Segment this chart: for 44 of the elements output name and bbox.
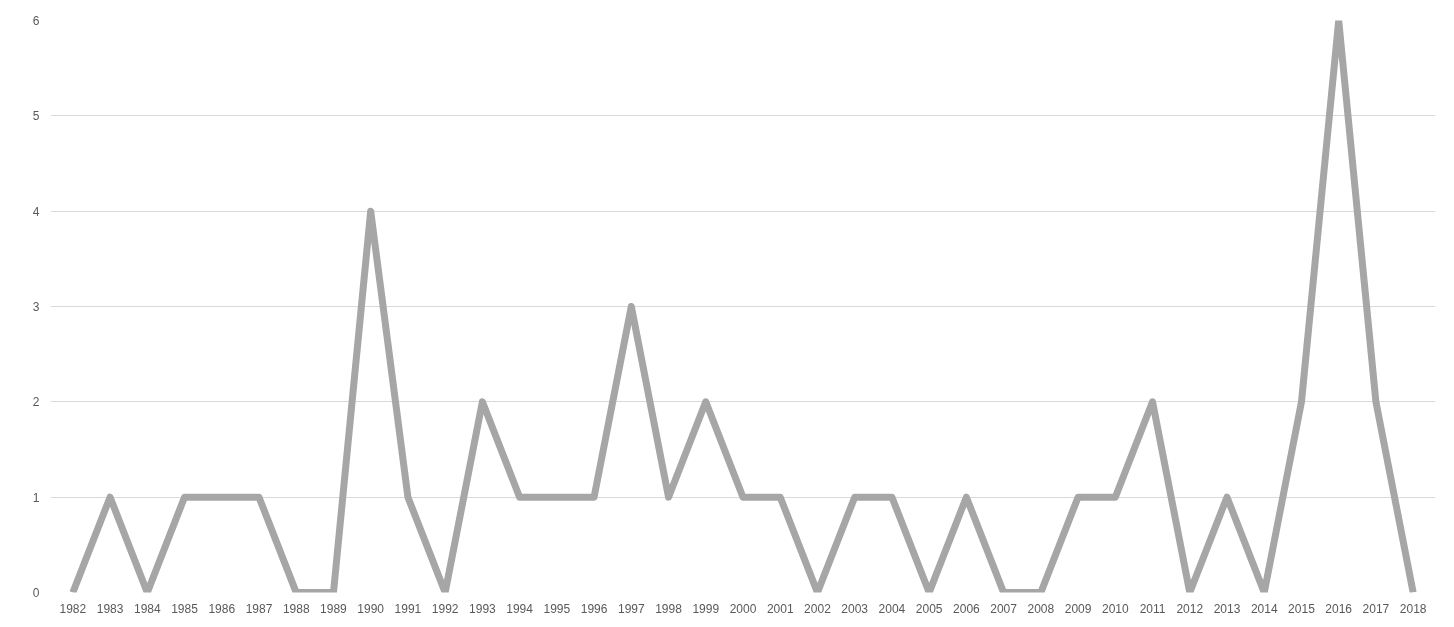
x-tick-label: 1999 [692,601,720,616]
x-tick-label: 1989 [320,601,348,616]
x-tick-label: 2016 [1325,601,1353,616]
y-tick-label: 6 [32,14,40,28]
x-tick-label: 1996 [580,601,608,616]
x-tick-label: 1991 [394,601,422,616]
x-tick-label: 2000 [729,601,757,616]
x-tick-label: 1987 [245,601,273,616]
x-tick-label: 2006 [953,601,981,616]
x-tick-label: 1995 [543,601,571,616]
x-tick-label: 2018 [1399,601,1427,616]
x-tick-label: 2009 [1064,601,1092,616]
x-tick-label: 1983 [96,601,124,616]
x-tick-label: 2017 [1362,601,1390,616]
x-tick-label: 2004 [878,601,906,616]
x-tick-label: 1997 [617,601,645,616]
y-tick-label: 4 [32,204,40,219]
x-tick-label: 1988 [282,601,310,616]
x-tick-label: 1994 [506,601,534,616]
x-tick-label: 1992 [431,601,459,616]
x-tick-label: 2013 [1213,601,1241,616]
x-tick-label: 2005 [915,601,943,616]
x-tick-label: 2007 [990,601,1018,616]
x-tick-label: 1998 [655,601,683,616]
x-tick-label: 1984 [133,601,161,616]
x-tick-label: 2011 [1139,601,1166,616]
x-tick-label: 2001 [766,601,794,616]
x-tick-label: 2008 [1027,601,1055,616]
x-tick-label: 2012 [1176,601,1204,616]
x-tick-label: 1986 [208,601,236,616]
y-tick-label: 5 [32,109,40,124]
x-tick-label: 1993 [469,601,497,616]
x-tick-label: 2002 [804,601,832,616]
y-tick-label: 1 [32,490,40,505]
x-tick-label: 1985 [171,601,199,616]
x-tick-label: 2015 [1288,601,1316,616]
x-tick-label: 2010 [1101,601,1129,616]
y-tick-label: 3 [32,300,40,314]
x-tick-label: 2014 [1250,601,1278,616]
x-tick-label: 1990 [357,601,385,616]
x-tick-label: 1982 [59,601,87,616]
y-tick-label: 0 [32,586,40,600]
y-tick-label: 2 [32,395,40,410]
x-tick-label: 2003 [841,601,869,616]
